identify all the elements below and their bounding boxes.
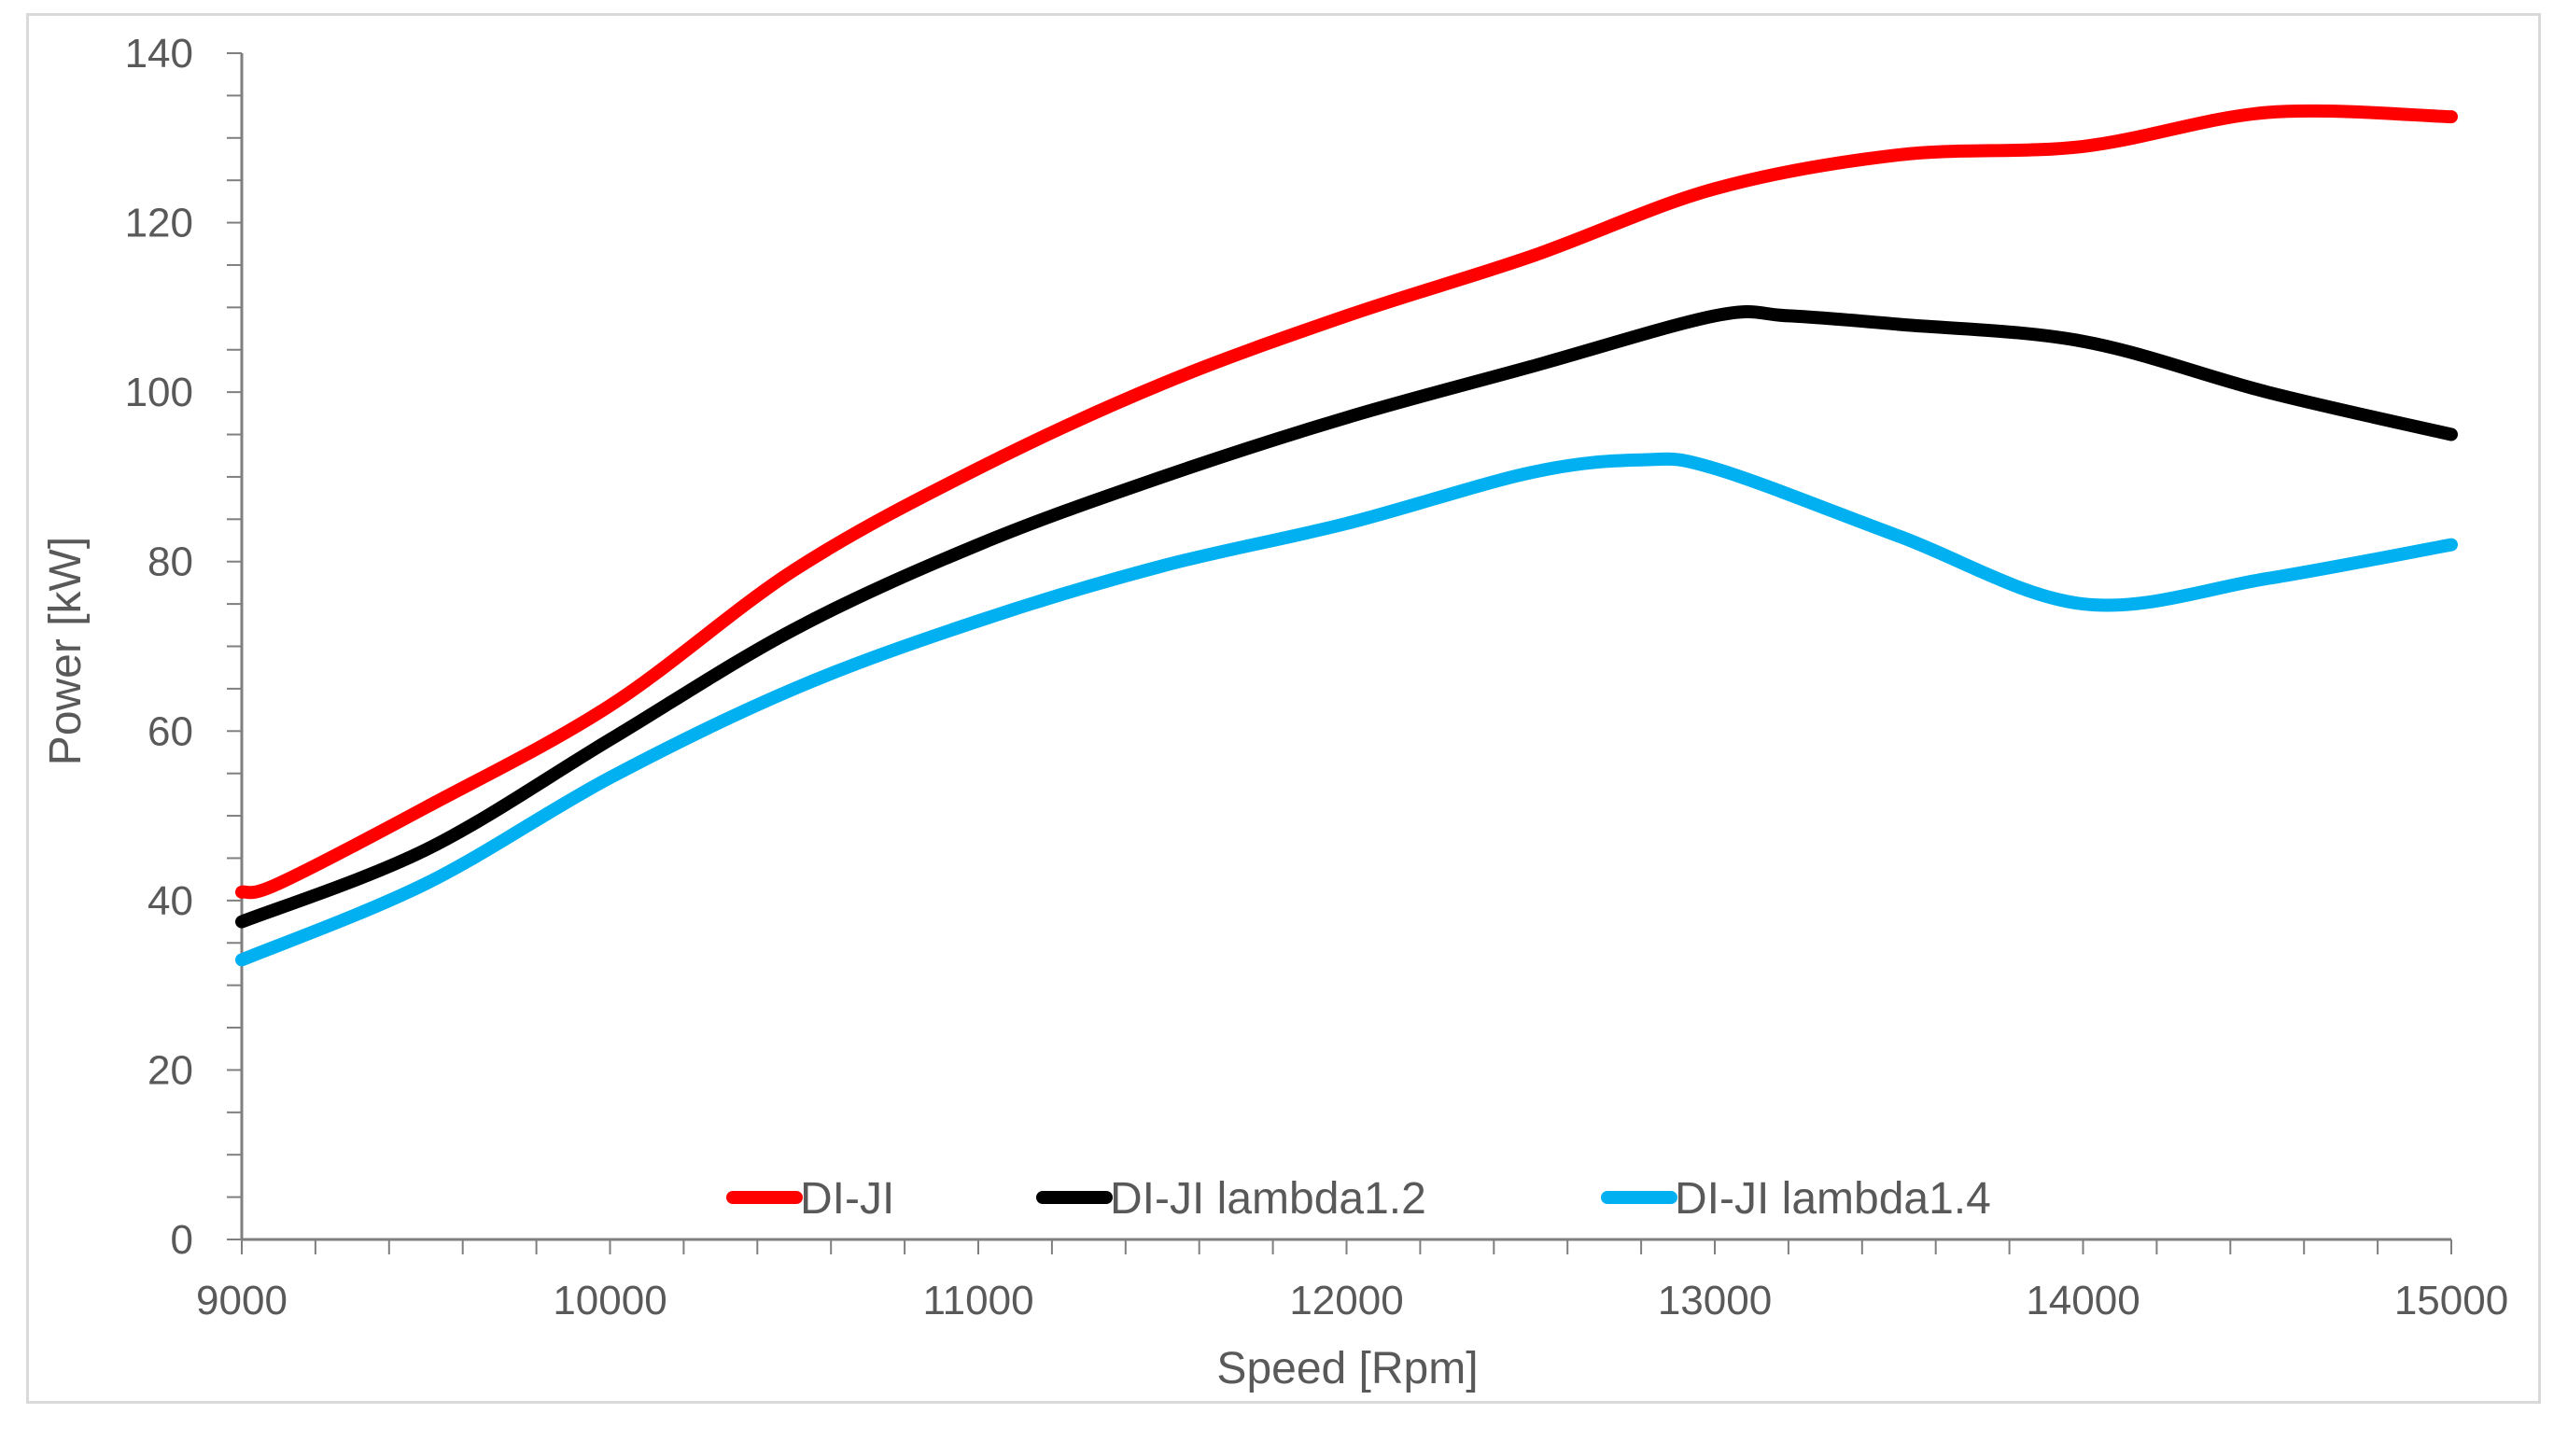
legend-label-di-ji-lambda1-4: DI-JI lambda1.4	[1675, 1174, 1991, 1224]
series-line-di-ji	[235, 104, 2458, 900]
x-tick-label: 10000	[553, 1278, 667, 1323]
legend-label-di-ji-lambda1-2: DI-JI lambda1.2	[1110, 1174, 1426, 1224]
chart-frame	[26, 13, 2541, 1404]
x-axis-title: Speed [Rpm]	[1216, 1344, 1478, 1393]
x-tick-label: 14000	[2026, 1278, 2140, 1323]
y-axis-tick-labels: 0 20 40 60 80 100 120 140	[125, 31, 193, 1263]
x-tick-label: 9000	[196, 1278, 288, 1323]
x-axis-tick-labels: 9000 10000 11000 12000 13000 14000 15000	[196, 1278, 2508, 1323]
y-tick-label: 0	[171, 1217, 193, 1263]
x-tick-label: 13000	[1658, 1278, 1772, 1323]
legend: DI-JI DI-JI lambda1.2 DI-JI lambda1.4	[726, 1174, 1991, 1224]
x-axis-ticks	[241, 1239, 2452, 1254]
y-tick-label: 40	[147, 878, 193, 924]
y-tick-label: 100	[125, 370, 193, 415]
y-tick-label: 120	[125, 201, 193, 246]
legend-label-di-ji: DI-JI	[800, 1174, 894, 1224]
axes: 0 20 40 60 80 100 120 140 9000 10000 11000 12000 13…	[125, 31, 2509, 1323]
y-tick-label: 140	[125, 31, 193, 77]
y-tick-label: 20	[147, 1047, 193, 1093]
y-axis-ticks	[227, 52, 242, 1240]
y-axis-title: Power [kW]	[41, 537, 91, 765]
x-tick-label: 12000	[1289, 1278, 1403, 1323]
x-tick-label: 11000	[922, 1278, 1033, 1323]
series-lines	[235, 104, 2458, 967]
series-line-di-ji-lambda1-2	[235, 305, 2458, 929]
x-tick-label: 15000	[2394, 1278, 2508, 1323]
y-tick-label: 80	[147, 539, 193, 585]
y-tick-label: 60	[147, 708, 193, 754]
series-line-di-ji-lambda1-4	[235, 452, 2458, 967]
